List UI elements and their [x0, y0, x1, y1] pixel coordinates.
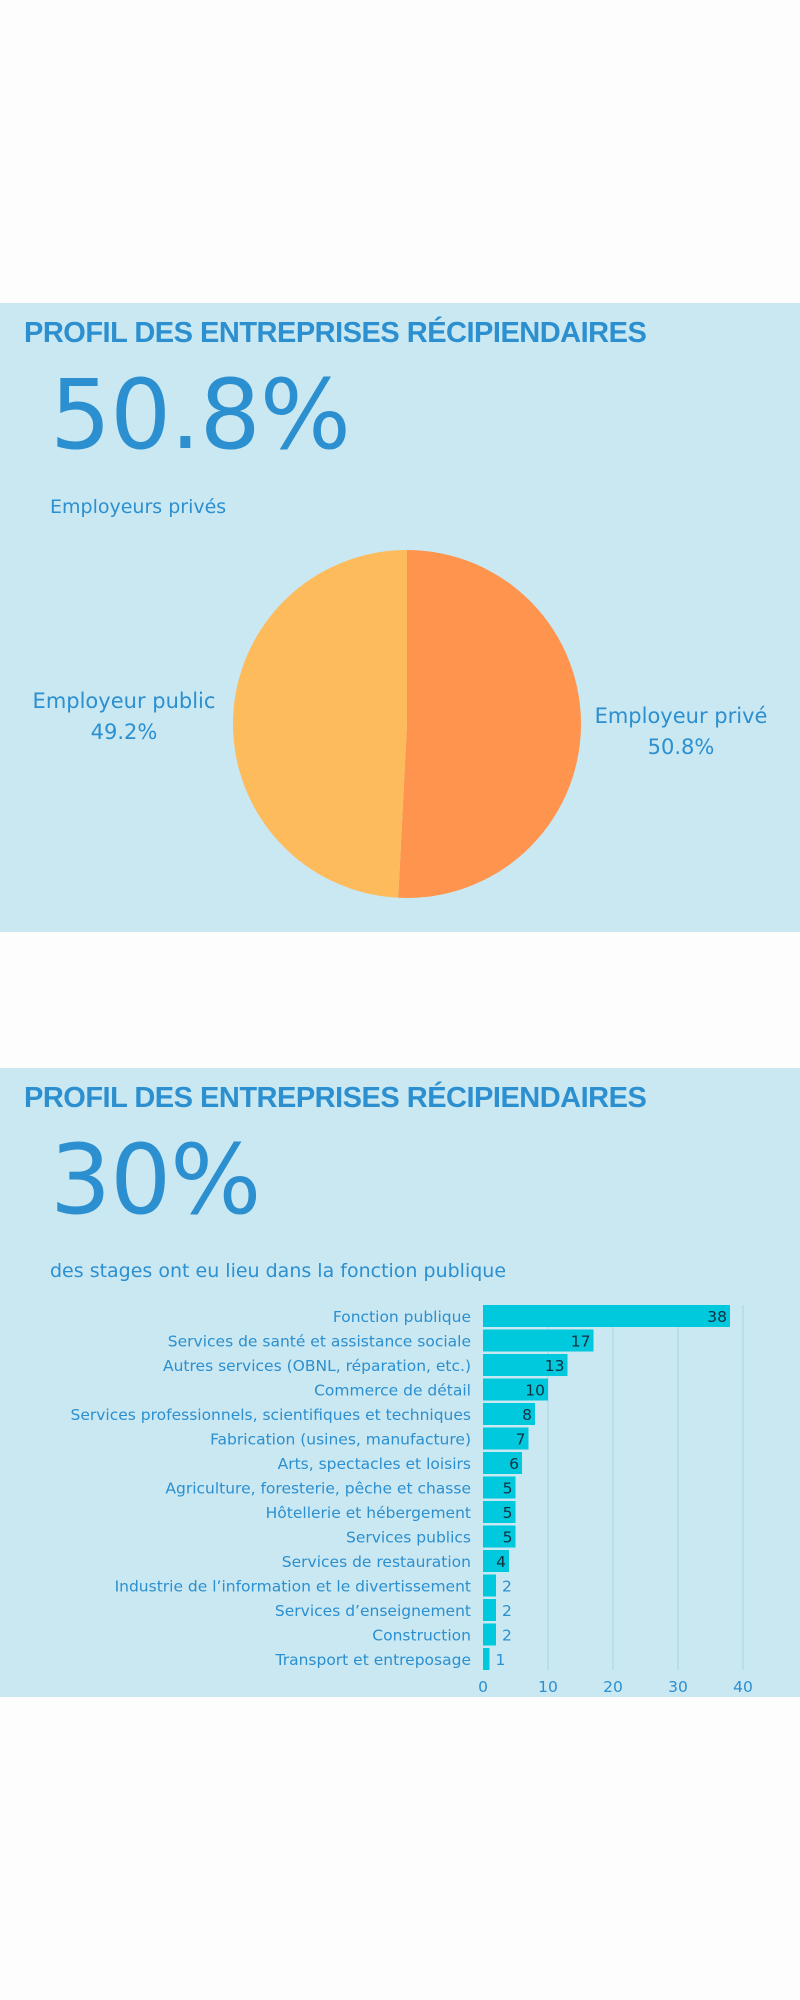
pie-label-public-value: 49.2% — [90, 720, 158, 744]
bar — [483, 1623, 496, 1646]
pie-label-public-name: Employeur public — [32, 689, 216, 713]
x-tick-label: 10 — [538, 1678, 558, 1696]
x-tick-label: 0 — [478, 1678, 488, 1696]
x-tick-label: 20 — [603, 1678, 623, 1696]
bar — [483, 1452, 522, 1474]
pie-label-private: Employeur privé 50.8% — [586, 701, 776, 763]
bar-value-label: 1 — [496, 1651, 506, 1669]
category-label: Hôtellerie et hébergement — [266, 1504, 471, 1522]
bar — [483, 1427, 529, 1450]
bar-value-label: 2 — [502, 1578, 512, 1596]
bar-value-label: 5 — [503, 1529, 513, 1547]
bar-value-label: 5 — [503, 1504, 513, 1522]
big-percentage: 50.8% — [50, 359, 351, 471]
bar-value-label: 8 — [522, 1406, 532, 1424]
category-label: Autres services (OBNL, réparation, etc.) — [163, 1357, 471, 1375]
bar — [483, 1403, 535, 1425]
category-label: Services de santé et assistance sociale — [168, 1333, 471, 1351]
bar-value-label: 2 — [502, 1602, 512, 1620]
bar-chart: Fonction publique 38 Services de santé et … — [70, 1305, 753, 1696]
bar-value-label: 5 — [503, 1480, 513, 1498]
category-label: Services professionnels, scientifiques e… — [70, 1406, 471, 1424]
big-percentage-caption: des stages ont eu lieu dans la fonction … — [50, 1260, 507, 1282]
pie-slice-private — [398, 550, 582, 898]
category-label: Commerce de détail — [314, 1382, 471, 1400]
panel-title: PROFIL DES ENTREPRISES RÉCIPIENDAIRES — [24, 317, 647, 349]
bar — [483, 1354, 568, 1376]
x-tick-label: 40 — [733, 1678, 753, 1696]
bar-value-label: 38 — [707, 1308, 727, 1326]
bar-value-label: 10 — [525, 1382, 545, 1400]
bar-value-label: 4 — [496, 1553, 506, 1571]
bar — [483, 1599, 496, 1621]
bar-value-label: 6 — [509, 1455, 519, 1473]
bar — [483, 1550, 509, 1572]
bar — [483, 1329, 594, 1352]
category-label: Services d’enseignement — [275, 1602, 471, 1620]
big-percentage: 30% — [50, 1124, 261, 1236]
x-tick-label: 30 — [668, 1678, 688, 1696]
pie-label-private-value: 50.8% — [647, 735, 715, 759]
category-label: Fonction publique — [333, 1308, 471, 1326]
category-label: Industrie de l’information et le diverti… — [115, 1578, 471, 1596]
category-label: Services de restauration — [282, 1553, 471, 1571]
bar-value-label: 13 — [545, 1357, 565, 1375]
bar — [483, 1476, 516, 1499]
category-label: Agriculture, foresterie, pêche et chasse — [165, 1480, 471, 1498]
category-label: Services publics — [346, 1529, 471, 1547]
bar-value-label: 17 — [571, 1333, 591, 1351]
pie-chart — [233, 550, 582, 898]
bar — [483, 1378, 548, 1401]
category-label: Arts, spectacles et loisirs — [278, 1455, 471, 1473]
bar — [483, 1525, 516, 1548]
panel-private-employers: PROFIL DES ENTREPRISES RÉCIPIENDAIRES 50… — [0, 303, 800, 932]
panel-internship-sectors: PROFIL DES ENTREPRISES RÉCIPIENDAIRES 30… — [0, 1068, 800, 1697]
pie-label-public: Employeur public 49.2% — [24, 686, 224, 748]
bar — [483, 1305, 730, 1327]
pie-label-private-name: Employeur privé — [594, 704, 768, 728]
bar-value-label: 2 — [502, 1627, 512, 1645]
pie-slice-public — [233, 550, 407, 898]
big-percentage-caption: Employeurs privés — [50, 496, 227, 518]
category-label: Construction — [372, 1627, 471, 1645]
category-label: Transport et entreposage — [275, 1651, 471, 1669]
bar — [483, 1501, 516, 1523]
bar-value-label: 7 — [516, 1431, 526, 1449]
bar — [483, 1648, 490, 1670]
bar — [483, 1574, 496, 1597]
panel-title: PROFIL DES ENTREPRISES RÉCIPIENDAIRES — [24, 1082, 647, 1114]
category-label: Fabrication (usines, manufacture) — [210, 1431, 471, 1449]
